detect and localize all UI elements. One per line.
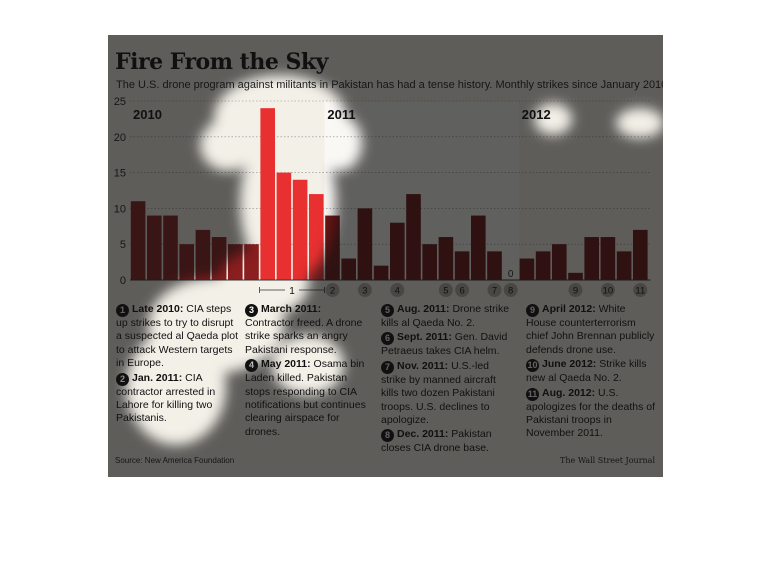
bar [276, 172, 292, 280]
event-marker-label: 1 [289, 286, 295, 297]
bar [292, 179, 308, 280]
note-number: 8 [381, 429, 394, 443]
event-marker-label: 2 [330, 286, 335, 297]
event-marker-label: 8 [508, 286, 513, 297]
note-date: April 2012: [542, 303, 596, 315]
note-2: 2 Jan. 2011: CIA contractor arrested in L… [116, 372, 240, 426]
bar [454, 251, 470, 280]
note-11: 11 Aug. 2012: U.S. apologizes for the dea… [526, 387, 658, 441]
note-1: 1 Late 2010: CIA steps up strikes to try … [116, 303, 240, 371]
bar [260, 108, 275, 280]
note-date: Late 2010: [132, 303, 184, 315]
bar [163, 215, 178, 280]
note-number: 6 [381, 332, 394, 346]
note-number: 9 [526, 304, 539, 317]
event-marker-label: 3 [362, 286, 367, 297]
bar [471, 215, 486, 280]
bar [309, 194, 324, 280]
bar [406, 194, 421, 280]
year-label: 2012 [522, 107, 551, 122]
notes-column-2: 3 March 2011: Contractor freed. A drone s… [245, 303, 369, 440]
note-text: Contractor freed. A drone strike sparks … [245, 317, 363, 356]
bar [130, 201, 146, 280]
event-marker-label: 5 [443, 286, 448, 297]
notes-column-4: 9 April 2012: White House counterterroris… [526, 303, 658, 442]
bar [211, 237, 227, 280]
note-3: 3 March 2011: Contractor freed. A drone s… [245, 303, 369, 357]
note-number: 7 [381, 360, 394, 374]
y-tick-label: 25 [114, 96, 126, 108]
infographic-card: Fire From the Sky The U.S. drone program… [108, 35, 663, 477]
note-number: 1 [116, 304, 129, 317]
year-label: 2010 [133, 107, 162, 122]
bar [633, 229, 648, 280]
bar [552, 244, 567, 280]
note-date: Aug. 2012: [542, 386, 596, 399]
event-marker-label: 6 [459, 286, 464, 297]
zero-value-label: 0 [508, 269, 514, 280]
note-date: May 2011: [261, 358, 311, 371]
note-8: 8 Dec. 2011: Pakistan closes CIA drone ba… [381, 428, 511, 455]
bar [228, 244, 243, 280]
event-marker-label: 4 [395, 286, 400, 297]
note-date: Aug. 2011: [397, 303, 450, 315]
note-number: 5 [381, 304, 394, 317]
y-tick-label: 0 [120, 275, 126, 287]
event-marker-label: 9 [573, 286, 578, 297]
note-6: 6 Sept. 2011: Gen. David Petraeus takes C… [381, 331, 511, 358]
event-marker-label: 10 [603, 286, 614, 297]
bar [519, 258, 535, 280]
bar [147, 215, 162, 280]
event-marker-label: 7 [492, 286, 497, 297]
bar [179, 244, 194, 280]
source-note: Source: New America Foundation [115, 456, 235, 465]
note-date: June 2012: [542, 358, 597, 371]
note-date: Jan. 2011: [132, 371, 183, 384]
note-number: 10 [526, 359, 539, 373]
note-7: 7 Nov. 2011: U.S.-led strike by manned ai… [381, 360, 511, 428]
y-tick-label: 10 [114, 203, 126, 215]
notes-column-3: 5 Aug. 2011: Drone strike kills al Qaeda … [381, 303, 511, 457]
note-number: 4 [245, 359, 258, 373]
bar [535, 251, 551, 280]
event-marker-label: 11 [635, 286, 645, 297]
note-date: March 2011: [261, 303, 322, 315]
year-label: 2011 [327, 107, 355, 122]
bar [487, 251, 502, 280]
bar [584, 237, 599, 280]
bar [616, 251, 632, 280]
note-number: 11 [526, 387, 539, 401]
bar [390, 222, 405, 280]
bar [195, 229, 211, 280]
bar [422, 244, 437, 280]
note-number: 3 [245, 304, 258, 317]
note-4: 4 May 2011: Osama bin Laden killed. Pakis… [245, 358, 369, 439]
note-date: Nov. 2011: [397, 359, 449, 372]
bar [357, 208, 373, 280]
y-tick-label: 15 [114, 168, 126, 180]
note-9: 9 April 2012: White House counterterroris… [526, 303, 658, 357]
bar [568, 272, 583, 280]
bar [373, 265, 389, 280]
y-tick-label: 5 [120, 239, 126, 251]
bar [244, 244, 259, 280]
y-tick-label: 20 [114, 132, 126, 144]
notes-column-1: 1 Late 2010: CIA steps up strikes to try … [116, 303, 240, 427]
bar [341, 258, 356, 280]
bar [600, 237, 616, 280]
bar [438, 237, 454, 280]
note-10: 10 June 2012: Strike kills new al Qaeda N… [526, 358, 658, 385]
publisher-credit: The Wall Street Journal [560, 456, 655, 465]
note-5: 5 Aug. 2011: Drone strike kills al Qaeda … [381, 303, 511, 330]
note-date: Sept. 2011: [397, 331, 452, 344]
bar [325, 215, 340, 280]
note-date: Dec. 2011: [397, 428, 449, 441]
note-number: 2 [116, 372, 129, 386]
